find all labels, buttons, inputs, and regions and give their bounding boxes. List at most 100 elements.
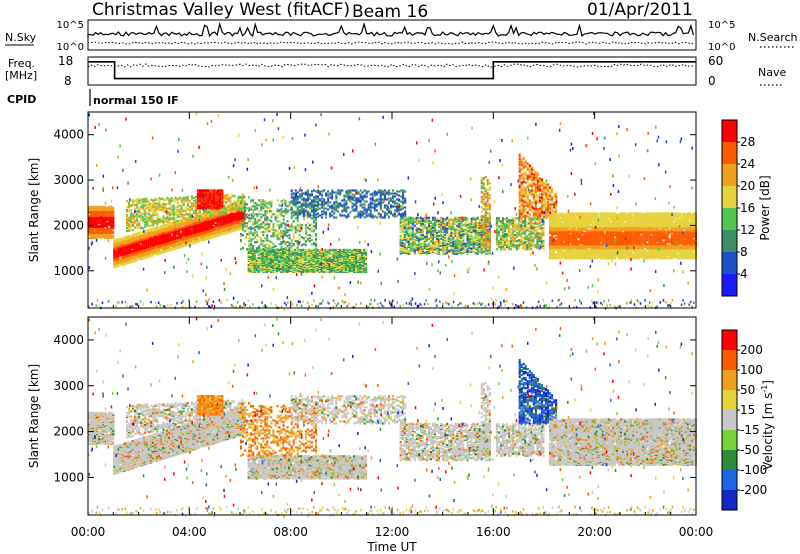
power-cell (315, 218, 317, 221)
power-cell (92, 208, 95, 211)
power-cell (144, 199, 147, 202)
power-cell (110, 230, 113, 233)
power-cell (270, 205, 273, 208)
power-cell (174, 206, 177, 209)
power-cell (147, 241, 150, 244)
power-cell (207, 192, 210, 195)
power-cell (147, 238, 150, 241)
power-cell (298, 248, 301, 251)
power-cell (312, 263, 315, 266)
power-cell (132, 228, 135, 232)
power-cell (336, 268, 339, 271)
power-cell (209, 215, 212, 218)
power-cell (286, 229, 289, 232)
power-cell (174, 217, 177, 220)
power-cell (152, 217, 155, 220)
power-cell (126, 227, 128, 230)
power-cell (126, 214, 128, 217)
power-cell (136, 200, 139, 203)
power-cell (129, 258, 132, 261)
power-cell (127, 235, 130, 238)
power-cell (302, 214, 305, 217)
power-cell (188, 210, 191, 213)
power-cell (150, 206, 153, 209)
power-cell (363, 259, 366, 262)
power-cell (158, 220, 161, 223)
power-cell (182, 243, 185, 246)
power-cell (270, 248, 273, 251)
power-cell (140, 205, 143, 208)
power-cell (206, 235, 209, 239)
power-cell (100, 215, 103, 218)
power-cell (343, 204, 346, 207)
power-cell (282, 234, 285, 237)
power-cell (148, 205, 151, 208)
power-cell (315, 204, 317, 207)
power-cell (201, 192, 203, 195)
power-cell (157, 226, 160, 229)
power-cell (206, 217, 209, 221)
power-cell (207, 207, 210, 210)
power-cell (184, 196, 187, 199)
power-cell (112, 234, 115, 237)
power-cell (367, 203, 370, 206)
power-cell (300, 224, 303, 227)
power-cell (154, 213, 157, 217)
power-cell (357, 211, 360, 214)
power-cell (142, 216, 145, 219)
power-cell (184, 209, 187, 212)
power-cell (252, 212, 255, 215)
power-cell (325, 194, 328, 197)
power-cell (102, 223, 105, 226)
power-cell (203, 199, 205, 202)
power-cell (345, 190, 348, 193)
power-cell (218, 222, 221, 225)
power-cell (142, 206, 145, 209)
power-cell (192, 240, 195, 243)
power-cell (357, 215, 360, 218)
power-cell (342, 268, 345, 271)
power-cell (310, 217, 313, 220)
power-cell (196, 234, 199, 237)
power-cell (228, 231, 231, 234)
power-cell (258, 224, 261, 227)
power-cell (292, 203, 295, 206)
power-cell (351, 198, 354, 201)
power-cell (131, 233, 134, 236)
power-cell (246, 225, 249, 228)
power-cell (276, 208, 279, 211)
power-cell (233, 210, 236, 213)
power-cell (221, 189, 224, 192)
power-cell (154, 219, 157, 223)
power-cell (308, 204, 311, 207)
power-cell (304, 244, 307, 247)
power-cell (276, 266, 278, 269)
power-cell (282, 248, 285, 251)
power-cell (288, 225, 291, 228)
power-cell (317, 208, 319, 211)
power-cell (329, 201, 332, 204)
power-cell (340, 258, 343, 261)
power-cell (194, 195, 197, 198)
power-cell (317, 215, 319, 218)
power-cell (166, 202, 169, 205)
power-cell (125, 243, 128, 246)
power-cell (321, 200, 324, 203)
power-cell (288, 242, 291, 245)
power-cell (335, 197, 338, 200)
power-cell (306, 189, 309, 192)
power-cell (117, 244, 120, 247)
power-cell (186, 202, 189, 205)
power-cell (260, 223, 263, 226)
power-cell (136, 206, 139, 209)
nave-label: Nave (758, 66, 786, 79)
power-cell (230, 223, 233, 226)
power-cell (92, 235, 95, 238)
freq-label-1: Freq. (8, 57, 35, 70)
power-cell (317, 212, 319, 215)
power-cell (375, 209, 378, 212)
power-cell (367, 206, 370, 209)
power-cell (304, 258, 307, 261)
power-cell (196, 214, 199, 217)
power-cell (278, 227, 281, 230)
